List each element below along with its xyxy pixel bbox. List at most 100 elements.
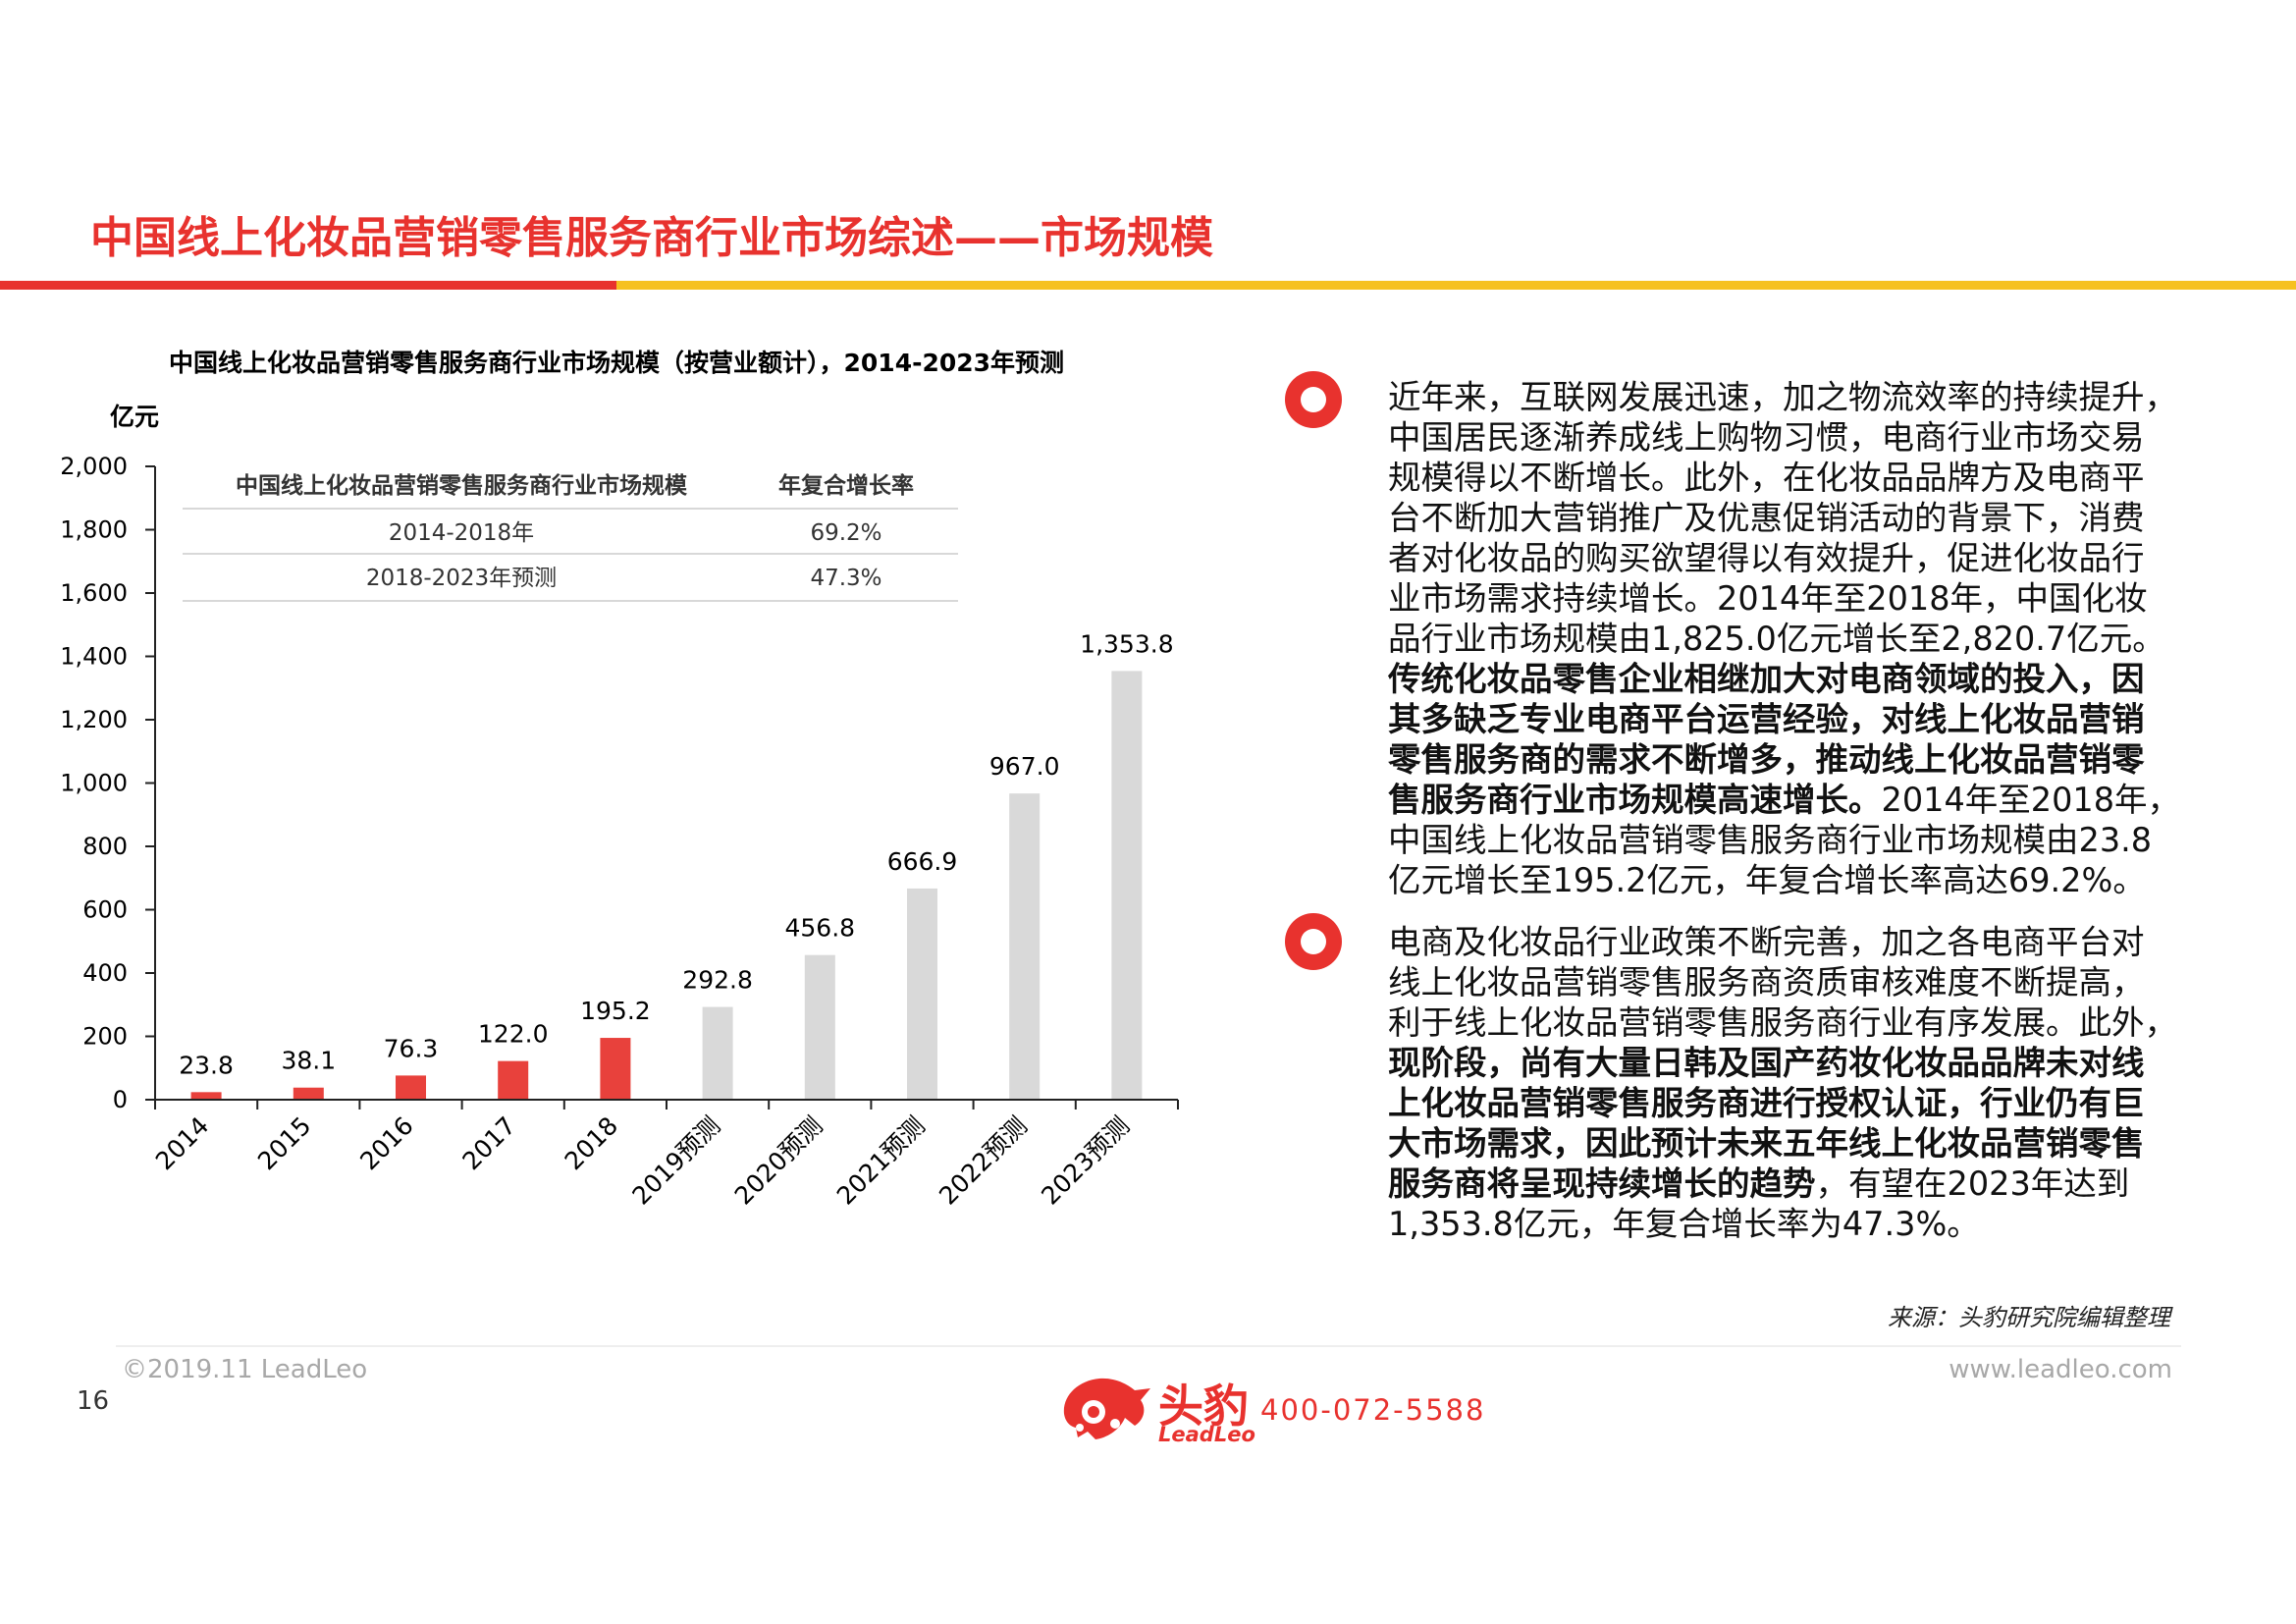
- logo-text-en: LeadLeo: [1158, 1423, 1255, 1446]
- paragraph-text: 近年来，互联网发展迅速，加之物流效率的持续提升，: [1388, 378, 2177, 416]
- bar: [907, 889, 937, 1100]
- bar-value-label: 38.1: [281, 1047, 336, 1075]
- paragraph-text: 中国线上化妆品营销零售服务商行业市场规模由23.8: [1388, 821, 2152, 859]
- bar-value-label: 456.8: [785, 914, 856, 943]
- paragraph-line: 传统化妆品零售企业相继加大对电商领域的投入，因: [1388, 659, 2173, 699]
- paragraph-line: 台不断加大营销推广及优惠促销活动的背景下，消费: [1388, 498, 2173, 538]
- paragraph-text: 1,353.8亿元，年复合增长率为47.3%。: [1388, 1205, 1980, 1243]
- x-tick-label: 2019预测: [626, 1111, 725, 1211]
- paragraph-text: 亿元增长至195.2亿元，年复合增长率高达69.2%。: [1388, 861, 2146, 899]
- paragraph-bold-text: 上化妆品营销零售服务商进行授权认证，行业仍有巨: [1388, 1084, 2145, 1122]
- paragraph-line: 规模得以不断增长。此外，在化妆品品牌方及电商平: [1388, 458, 2173, 498]
- y-tick-label: 1,600: [60, 579, 128, 607]
- y-tick-label: 1,000: [60, 770, 128, 797]
- phone-number: 400-072-5588: [1260, 1393, 1485, 1427]
- paragraph-text: 台不断加大营销推广及优惠促销活动的背景下，消费: [1388, 499, 2145, 537]
- website-url: www.leadleo.com: [1949, 1355, 2172, 1384]
- paragraph-line: 服务商将呈现持续增长的趋势，有望在2023年达到: [1388, 1164, 2173, 1204]
- paragraph-text: 品行业市场规模由1,825.0亿元增长至2,820.7亿元。: [1388, 620, 2165, 658]
- bar-value-label: 122.0: [478, 1020, 549, 1049]
- paragraph-line: 近年来，互联网发展迅速，加之物流效率的持续提升，: [1388, 377, 2173, 417]
- x-tick-label: 2021预测: [831, 1111, 931, 1211]
- bar: [805, 955, 835, 1100]
- footer-divider: [116, 1345, 2181, 1347]
- paragraph-text: 中国居民逐渐养成线上购物习惯，电商行业市场交易: [1388, 418, 2145, 457]
- x-tick-label: 2015: [252, 1111, 316, 1175]
- paragraph-line: 品行业市场规模由1,825.0亿元增长至2,820.7亿元。: [1388, 619, 2173, 659]
- bar-value-label: 967.0: [989, 752, 1060, 781]
- page-number: 16: [77, 1386, 109, 1416]
- table-header-cell: 年复合增长率: [778, 472, 914, 499]
- paragraph-line: 利于线上化妆品营销零售服务商行业有序发展。此外，: [1388, 1002, 2173, 1043]
- y-tick-label: 600: [82, 896, 128, 924]
- paragraph-bold-text: 售服务商行业市场规模高速增长。: [1388, 781, 1882, 819]
- paragraph-line: 1,353.8亿元，年复合增长率为47.3%。: [1388, 1204, 2173, 1244]
- bullet-ring-icon: [1285, 913, 1342, 970]
- paragraph-text: 利于线上化妆品营销零售服务商行业有序发展。此外，: [1388, 1003, 2177, 1042]
- paragraph-line: 中国线上化妆品营销零售服务商行业市场规模由23.8: [1388, 820, 2173, 860]
- table-cell: 2014-2018年: [389, 520, 534, 546]
- paragraph-text: 电商及化妆品行业政策不断完善，加之各电商平台对: [1388, 923, 2145, 961]
- table-cell: 2018-2023年预测: [366, 566, 557, 591]
- paragraph-bold-text: 传统化妆品零售企业相继加大对电商领域的投入，因: [1388, 660, 2145, 698]
- bar: [1111, 671, 1142, 1100]
- inset-cagr-table: 中国线上化妆品营销零售服务商行业市场规模 年复合增长率 2014-2018年 69.2…: [183, 472, 958, 601]
- y-tick-label: 200: [82, 1023, 128, 1051]
- paragraph-bold-text: 服务商将呈现持续增长的趋势: [1388, 1164, 1816, 1203]
- bar-value-label: 292.8: [682, 966, 753, 995]
- y-tick-label: 0: [113, 1086, 128, 1113]
- paragraph-line: 上化妆品营销零售服务商进行授权认证，行业仍有巨: [1388, 1083, 2173, 1123]
- paragraph-text: 业市场需求持续增长。2014年至2018年，中国化妆: [1388, 579, 2148, 618]
- y-tick-label: 1,800: [60, 516, 128, 544]
- x-tick-label: 2014: [150, 1111, 214, 1175]
- paragraph-text: ，有望在2023年达到: [1816, 1164, 2130, 1203]
- paragraph-line: 零售服务商的需求不断增多，推动线上化妆品营销零: [1388, 739, 2173, 780]
- source-note: 来源：头豹研究院编辑整理: [1888, 1298, 2170, 1332]
- paragraph-text: 者对化妆品的购买欲望得以有效提升，促进化妆品行: [1388, 539, 2145, 577]
- bar: [396, 1075, 426, 1100]
- paragraph-line: 售服务商行业市场规模高速增长。2014年至2018年，: [1388, 780, 2173, 820]
- paragraph-bold-text: 其多缺乏专业电商平台运营经验，对线上化妆品营销: [1388, 700, 2145, 738]
- bar-value-label: 666.9: [887, 847, 958, 876]
- y-tick-label: 1,200: [60, 706, 128, 733]
- y-tick-label: 800: [82, 833, 128, 860]
- bar-value-label: 1,353.8: [1080, 629, 1173, 658]
- paragraph-line: 电商及化妆品行业政策不断完善，加之各电商平台对: [1388, 922, 2173, 962]
- bar: [703, 1007, 733, 1100]
- paragraph-text: 2014年至2018年，: [1882, 781, 2181, 819]
- paragraph-text: 规模得以不断增长。此外，在化妆品品牌方及电商平: [1388, 459, 2145, 497]
- y-tick-label: 1,400: [60, 643, 128, 671]
- x-tick-label: 2018: [560, 1111, 623, 1175]
- paragraph-line: 现阶段，尚有大量日韩及国产药妆化妆品品牌未对线: [1388, 1043, 2173, 1083]
- paragraph-line: 业市场需求持续增长。2014年至2018年，中国化妆: [1388, 578, 2173, 619]
- y-tick-label: 2,000: [60, 453, 128, 480]
- paragraph-line: 亿元增长至195.2亿元，年复合增长率高达69.2%。: [1388, 860, 2173, 900]
- bar-value-label: 195.2: [580, 997, 651, 1025]
- copyright: ©2019.11 LeadLeo: [122, 1355, 367, 1384]
- bar: [600, 1038, 630, 1100]
- paragraph-1: 近年来，互联网发展迅速，加之物流效率的持续提升， 中国居民逐渐养成线上购物习惯，电…: [1388, 377, 2173, 900]
- y-tick-label: 400: [82, 959, 128, 987]
- paragraph-line: 大市场需求，因此预计未来五年线上化妆品营销零售: [1388, 1123, 2173, 1164]
- paragraph-line: 者对化妆品的购买欲望得以有效提升，促进化妆品行: [1388, 538, 2173, 578]
- leopard-logo-icon: [1056, 1369, 1154, 1447]
- paragraph-line: 其多缺乏专业电商平台运营经验，对线上化妆品营销: [1388, 699, 2173, 739]
- bar: [294, 1088, 324, 1100]
- x-tick-label: 2016: [354, 1111, 418, 1175]
- x-tick-label: 2020预测: [729, 1111, 828, 1211]
- y-axis: 2,000 1,800 1,600 1,400 1,200 1,000 800 600 400 2…: [60, 453, 155, 1113]
- x-tick-label: 2022预测: [934, 1111, 1033, 1211]
- x-tick-label: 2017: [456, 1111, 520, 1175]
- paragraph-line: 中国居民逐渐养成线上购物习惯，电商行业市场交易: [1388, 417, 2173, 458]
- bar-value-label: 76.3: [384, 1034, 439, 1062]
- paragraph-bold-text: 零售服务商的需求不断增多，推动线上化妆品营销零: [1388, 740, 2145, 779]
- table-header-cell: 中国线上化妆品营销零售服务商行业市场规模: [236, 472, 688, 499]
- paragraph-2: 电商及化妆品行业政策不断完善，加之各电商平台对 线上化妆品营销零售服务商资质审核难…: [1388, 922, 2173, 1244]
- bar-chart: 亿元 2,000 1,800 1,600 1,400 1,200 1,000 800 600 4…: [0, 0, 1198, 1276]
- table-cell: 69.2%: [810, 520, 881, 546]
- x-tick-label: 2023预测: [1036, 1111, 1135, 1211]
- bar-value-label: 23.8: [179, 1051, 234, 1079]
- bullet-ring-icon: [1285, 371, 1342, 428]
- bar: [191, 1092, 222, 1100]
- bars: 23.8 38.1 76.3 122.0 195.2 292.8 456.8 666.9 967…: [179, 629, 1173, 1100]
